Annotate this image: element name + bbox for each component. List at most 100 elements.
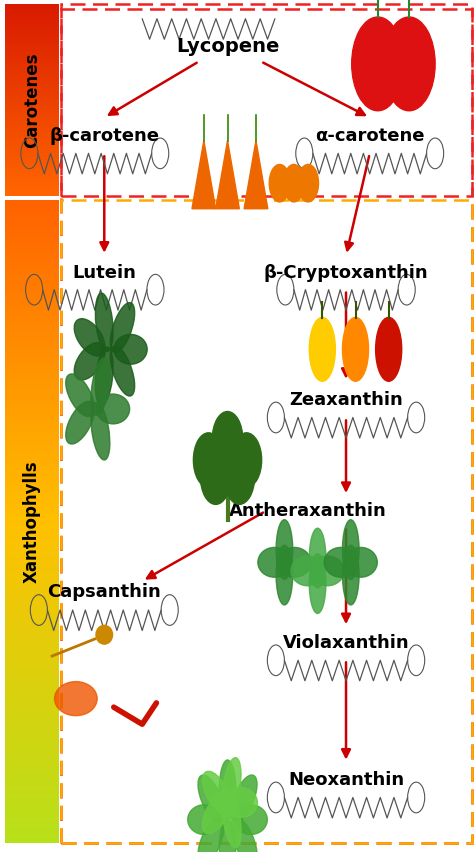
Bar [5, 293, 59, 296]
Bar [5, 119, 59, 120]
Text: Antheraxanthin: Antheraxanthin [229, 502, 387, 521]
Bar [5, 19, 59, 20]
Bar [5, 309, 59, 313]
Bar [5, 316, 59, 320]
Bar [5, 48, 59, 49]
Bar [5, 731, 59, 734]
Bar [5, 515, 59, 519]
Ellipse shape [95, 347, 113, 406]
Bar [5, 41, 59, 42]
Bar [5, 143, 59, 144]
Ellipse shape [342, 545, 359, 605]
Text: Lycopene: Lycopene [176, 37, 279, 56]
Bar [5, 486, 59, 490]
Circle shape [201, 450, 231, 504]
Bar [5, 541, 59, 544]
Text: β-Cryptoxanthin: β-Cryptoxanthin [264, 263, 428, 282]
Bar [5, 65, 59, 66]
Text: Neoxanthin: Neoxanthin [288, 770, 404, 789]
Bar [5, 60, 59, 62]
Bar [5, 390, 59, 394]
Bar [5, 194, 59, 195]
Bar [5, 245, 59, 249]
Bar [5, 147, 59, 148]
Bar [5, 161, 59, 163]
Bar [5, 519, 59, 521]
Bar [5, 493, 59, 496]
Circle shape [269, 164, 290, 202]
Bar [5, 422, 59, 425]
Bar [5, 27, 59, 28]
Bar [5, 95, 59, 96]
Bar [5, 278, 59, 280]
Bar [5, 55, 59, 56]
Bar [5, 425, 59, 429]
Bar [5, 87, 59, 88]
Bar [5, 711, 59, 715]
Bar [5, 165, 59, 166]
Bar [5, 242, 59, 245]
Text: Lutein: Lutein [73, 263, 136, 282]
Bar [5, 821, 59, 824]
Bar [5, 102, 59, 103]
Bar [5, 773, 59, 776]
Bar [5, 88, 59, 89]
Text: Zeaxanthin: Zeaxanthin [289, 391, 403, 410]
Bar [5, 166, 59, 167]
Bar [5, 31, 59, 32]
Bar [5, 525, 59, 528]
Bar [5, 216, 59, 220]
Bar [5, 400, 59, 403]
Bar [5, 570, 59, 573]
Bar [5, 608, 59, 612]
Bar [5, 90, 59, 91]
Bar [5, 133, 59, 134]
Bar [5, 811, 59, 815]
Bar [5, 73, 59, 74]
Polygon shape [192, 141, 216, 209]
Bar [5, 567, 59, 570]
Bar [5, 204, 59, 207]
Bar [5, 28, 59, 29]
Bar [5, 101, 59, 102]
Bar [5, 30, 59, 31]
Ellipse shape [96, 625, 113, 644]
Bar [5, 167, 59, 168]
Bar [5, 798, 59, 802]
Bar [5, 550, 59, 554]
Circle shape [383, 17, 435, 111]
Bar [5, 454, 59, 458]
Bar [5, 189, 59, 190]
Bar [5, 251, 59, 255]
Bar [5, 837, 59, 840]
Bar [5, 664, 59, 666]
Bar [5, 109, 59, 110]
Bar [5, 132, 59, 133]
Bar [5, 69, 59, 71]
Bar [5, 579, 59, 583]
Bar [5, 192, 59, 193]
Bar [5, 99, 59, 100]
Bar [5, 210, 59, 213]
Bar [5, 6, 59, 7]
Bar [5, 496, 59, 499]
Bar [5, 62, 59, 63]
Bar [5, 596, 59, 599]
Ellipse shape [74, 319, 105, 356]
Bar [5, 164, 59, 165]
Ellipse shape [224, 787, 257, 818]
Bar [5, 9, 59, 10]
Ellipse shape [291, 556, 324, 586]
Bar [5, 17, 59, 18]
Bar [5, 38, 59, 40]
Bar [61, 9, 472, 843]
Bar [5, 76, 59, 78]
Bar [5, 586, 59, 590]
Bar [5, 174, 59, 175]
Bar [5, 89, 59, 90]
Bar [5, 441, 59, 445]
Ellipse shape [344, 547, 377, 578]
Bar [5, 106, 59, 107]
Ellipse shape [110, 302, 135, 353]
Bar [5, 831, 59, 834]
